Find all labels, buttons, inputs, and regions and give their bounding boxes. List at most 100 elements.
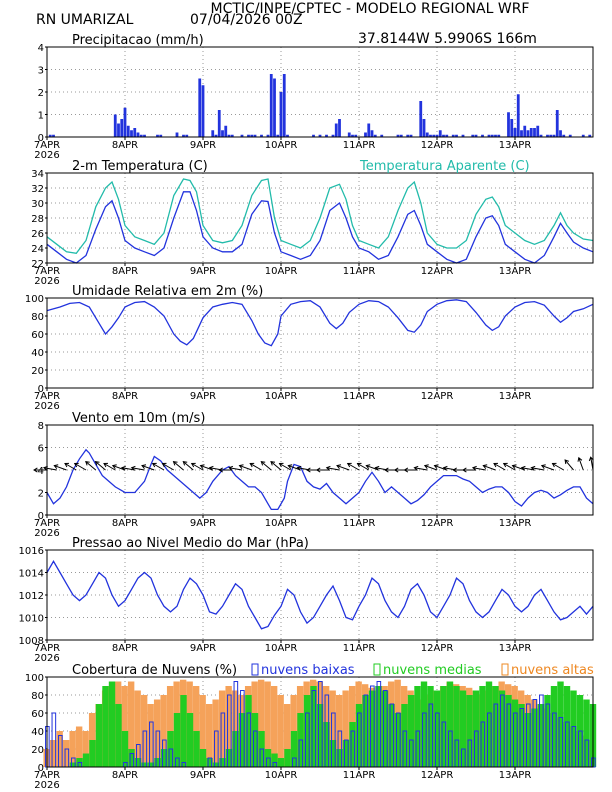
wind-vector-head — [130, 465, 136, 471]
precip-bar — [182, 134, 185, 137]
precip-bar — [347, 132, 351, 137]
precip-bar — [123, 107, 127, 137]
precip-bar — [230, 134, 234, 137]
precip-bar — [120, 119, 124, 137]
wind-vector-head — [218, 467, 223, 473]
precip-bar — [445, 134, 449, 137]
precip-bar — [279, 92, 283, 137]
wind-vector — [336, 465, 350, 471]
cloud-bar-nuvens-medias — [219, 758, 226, 767]
precip-bar — [214, 134, 218, 137]
cloud-bar-nuvens-medias — [485, 681, 493, 767]
wind-vector-head — [393, 467, 399, 473]
cloud-bar-nuvens-altas — [225, 686, 232, 767]
panel-clouds: 0 20 40 60 80 100 7APR 8APR 9APR 10APR 11APR 12APR 1… — [25, 663, 597, 791]
x-day-label: 13APR — [499, 518, 532, 529]
x-year-label: 2026 — [34, 653, 59, 664]
cloud-bar-nuvens-medias — [355, 704, 363, 767]
precip-bar — [221, 130, 224, 137]
wind-vector-head — [270, 460, 276, 466]
panel-wind: 0 2 4 6 8 7APR 8APR 9APR 10APR 11APR 12APR 13APR 202… — [33, 411, 594, 539]
wind-vector-head — [530, 465, 536, 471]
cloud-bar-nuvens-altas — [283, 704, 291, 767]
wind-vector-head — [182, 460, 188, 466]
y-tick-label: 22 — [31, 259, 44, 270]
x-day-label: 10APR — [265, 140, 298, 151]
cloud-bar-nuvens-medias — [193, 731, 200, 767]
wind-vector-head — [577, 456, 583, 462]
y-tick-label: 28 — [31, 214, 44, 225]
cloud-bar-nuvens-medias — [199, 749, 207, 767]
cloud-bar-nuvens-medias — [147, 762, 155, 767]
precip-bar — [198, 78, 202, 137]
y-tick-label: 24 — [31, 244, 44, 255]
cloud-bar-nuvens-altas — [199, 695, 206, 767]
cloud-bar-nuvens-medias — [388, 704, 395, 767]
y-tick-label: 40 — [31, 727, 44, 738]
x-day-label: 7APR — [34, 391, 60, 402]
cloud-bar-nuvens-medias — [544, 695, 551, 767]
series-line-umidade-relativa — [46, 299, 594, 347]
y-tick-label: 1008 — [19, 636, 44, 647]
x-day-label: 11APR — [343, 518, 376, 529]
precip-bar — [354, 134, 358, 137]
wind-vector-head — [462, 467, 467, 473]
wind-vector — [260, 461, 272, 471]
cloud-bar-nuvens-medias — [570, 690, 577, 767]
y-tick-label: 100 — [25, 673, 44, 684]
precip-bar — [282, 74, 286, 137]
panel-title: Vento em 10m (m/s) — [72, 411, 205, 426]
y-tick-label: 2 — [38, 489, 44, 500]
precip-bar — [331, 134, 335, 137]
cloud-bar-nuvens-medias — [160, 749, 168, 767]
precip-bar — [559, 130, 562, 137]
cloud-bar-nuvens-medias — [245, 695, 252, 767]
precip-bar — [516, 94, 520, 137]
cloud-bar-nuvens-altas — [257, 679, 265, 767]
wind-vector-head — [413, 465, 419, 471]
y-tick-label: 4 — [38, 466, 44, 477]
precip-bar — [429, 134, 432, 137]
x-day-label: 10APR — [265, 643, 298, 654]
series-line-temperatura-aparente-c- — [46, 178, 594, 255]
cloud-bar-nuvens-medias — [394, 713, 402, 767]
panel-legend: Temperatura Aparente (C) — [359, 159, 530, 174]
wind-vector — [424, 465, 438, 471]
y-tick-label: 60 — [31, 709, 44, 720]
precip-bar — [273, 78, 276, 137]
cloud-bar-nuvens-medias — [531, 708, 538, 767]
precip-bar — [159, 134, 163, 137]
header-run: 07/04/2026 00Z — [190, 12, 303, 28]
x-day-label: 12APR — [421, 643, 454, 654]
panel-title: Umidade Relativa em 2m (%) — [72, 284, 263, 299]
panel-pressure: 1008 1010 1012 1014 1016 7APR 8APR 9APR 10APR 11A… — [19, 536, 594, 664]
x-day-label: 13APR — [499, 391, 532, 402]
cloud-bar-nuvens-medias — [524, 713, 532, 767]
cloud-bar-nuvens-medias — [290, 731, 298, 767]
y-tick-label: 30 — [31, 199, 44, 210]
wind-vector-head — [551, 462, 557, 468]
precip-bar — [338, 119, 341, 137]
cloud-bar-nuvens-medias — [128, 749, 135, 767]
cloud-bar-nuvens-medias — [459, 690, 467, 767]
y-tick-label: 60 — [31, 330, 44, 341]
precip-bar — [227, 134, 231, 137]
precip-bar — [113, 114, 117, 137]
cloud-bar-nuvens-altas — [82, 731, 89, 767]
cloud-bar-nuvens-medias — [108, 681, 116, 767]
cloud-bar-nuvens-medias — [466, 695, 473, 767]
wind-vector-head — [199, 464, 205, 470]
cloud-bar-nuvens-altas — [49, 740, 57, 767]
wind-vector-head — [111, 464, 117, 470]
wind-vector-head — [172, 460, 178, 466]
precip-bar — [126, 125, 130, 137]
precip-bar — [247, 134, 250, 137]
precip-bar — [156, 134, 159, 137]
x-day-label: 10APR — [265, 518, 298, 529]
wind-vector-head — [374, 465, 380, 471]
cloud-bar-nuvens-medias — [180, 695, 187, 767]
header-title: MCTIC/INPE/CPTEC - MODELO REGIONAL WRF — [211, 1, 530, 17]
cloud-bar-nuvens-medias — [121, 731, 129, 767]
precip-bar — [533, 128, 536, 137]
